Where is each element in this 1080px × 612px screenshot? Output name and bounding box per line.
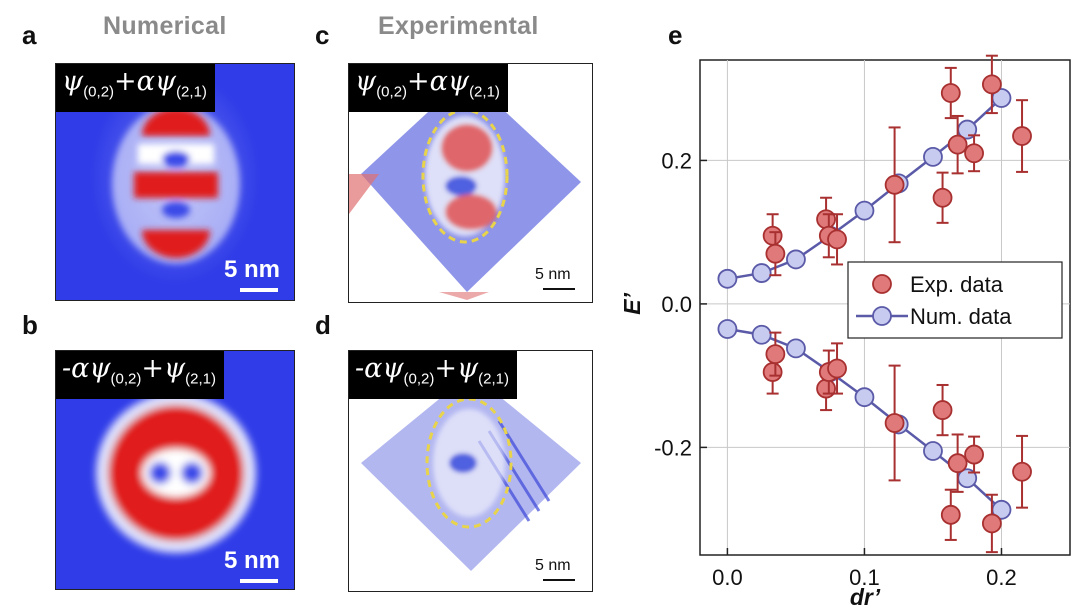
scale-label-b: 5 nm [224, 547, 281, 574]
num-data-point [820, 362, 841, 382]
num-data-point [957, 468, 978, 489]
legend-num-marker [872, 306, 892, 326]
x-axis-label: dr’ [850, 584, 881, 610]
num-data-line [727, 97, 1003, 281]
exp-data-point [932, 187, 953, 208]
panel-label-b: b [22, 310, 38, 340]
exp-data-point [884, 174, 905, 195]
exp-data-point [947, 134, 968, 155]
exp-data-point [816, 209, 836, 230]
num-data-point [820, 225, 841, 246]
legend-exp-marker [872, 274, 892, 294]
num-data-point [888, 173, 909, 194]
experimental-map-c: ψ(0,2)+αψ(2,1) 5 nm [348, 63, 593, 303]
exp-data-point [932, 400, 953, 420]
exp-data-point [765, 243, 786, 264]
scale-bar-d [543, 579, 575, 581]
num-data-point [751, 263, 772, 283]
num-data-point [923, 441, 943, 461]
y-tick-label: 0.0 [661, 292, 692, 317]
num-data-point [888, 414, 909, 435]
exp-data-point [827, 229, 847, 250]
scale-bar-b [240, 579, 278, 583]
formula-label-d: -αψ(0,2)+ψ(2,1) [349, 351, 518, 400]
exp-data-point [884, 413, 905, 433]
exp-data-point [818, 362, 839, 382]
formula-label-c: ψ(0,2)+αψ(2,1) [349, 64, 508, 113]
x-tick-label: 0.0 [712, 565, 743, 590]
x-tick-label: 0.1 [849, 565, 880, 590]
exp-data-point [1012, 126, 1032, 146]
scale-label-c: 5 nm [535, 266, 571, 283]
num-data-point [991, 88, 1012, 108]
exp-data-point [818, 225, 839, 246]
y-tick-label: -0.2 [654, 435, 692, 460]
panel-label-c: c [315, 20, 330, 50]
exp-data-point [947, 453, 968, 474]
num-data-point [854, 387, 875, 408]
panel-label-e: e [668, 20, 683, 50]
num-data-point [751, 324, 772, 345]
legend-num-label: Num. data [910, 304, 1012, 329]
num-data-line [727, 327, 1003, 511]
exp-data-point [762, 225, 783, 246]
panel-label-d: d [315, 310, 331, 340]
exp-data-point [827, 358, 847, 379]
num-data-point [717, 319, 738, 339]
formula-label-b: -αψ(0,2)+ψ(2,1) [56, 351, 225, 400]
y-tick-label: 0.2 [661, 148, 692, 173]
exp-data-point [981, 513, 1002, 534]
num-data-point [717, 268, 738, 289]
scale-bar-a [240, 288, 278, 292]
num-data-point [957, 119, 978, 140]
num-data-point [786, 249, 806, 270]
num-data-point [923, 146, 943, 167]
exp-data-point [762, 362, 783, 382]
scale-bar-c [543, 288, 575, 290]
exp-data-point [816, 378, 836, 399]
exp-data-point [964, 143, 984, 164]
num-data-point [786, 338, 806, 359]
scale-label-a: 5 nm [224, 256, 281, 283]
num-data-point [991, 499, 1012, 520]
exp-data-point [981, 74, 1002, 95]
x-tick-label: 0.2 [986, 565, 1017, 590]
exp-data-point [940, 504, 961, 525]
numerical-map-a: ψ(0,2)+αψ(2,1) 5 nm [55, 63, 295, 301]
scale-label-d: 5 nm [535, 557, 571, 574]
plot-area [699, 59, 1071, 556]
panel-label-a: a [22, 20, 37, 50]
column-title-experimental: Experimental [378, 12, 539, 40]
experimental-map-d: -αψ(0,2)+ψ(2,1) 5 nm [348, 350, 593, 592]
exp-data-point [1012, 461, 1032, 482]
exp-data-point [964, 444, 984, 465]
legend-box [847, 261, 1063, 339]
exp-data-point [765, 344, 786, 365]
legend-exp-label: Exp. data [910, 272, 1004, 297]
numerical-map-b: -αψ(0,2)+ψ(2,1) 5 nm [55, 350, 295, 590]
num-data-point [854, 200, 875, 221]
y-axis-label: E’ [619, 292, 645, 314]
column-title-numerical: Numerical [103, 12, 227, 40]
exp-data-point [940, 83, 961, 103]
formula-label-a: ψ(0,2)+αψ(2,1) [56, 64, 215, 113]
